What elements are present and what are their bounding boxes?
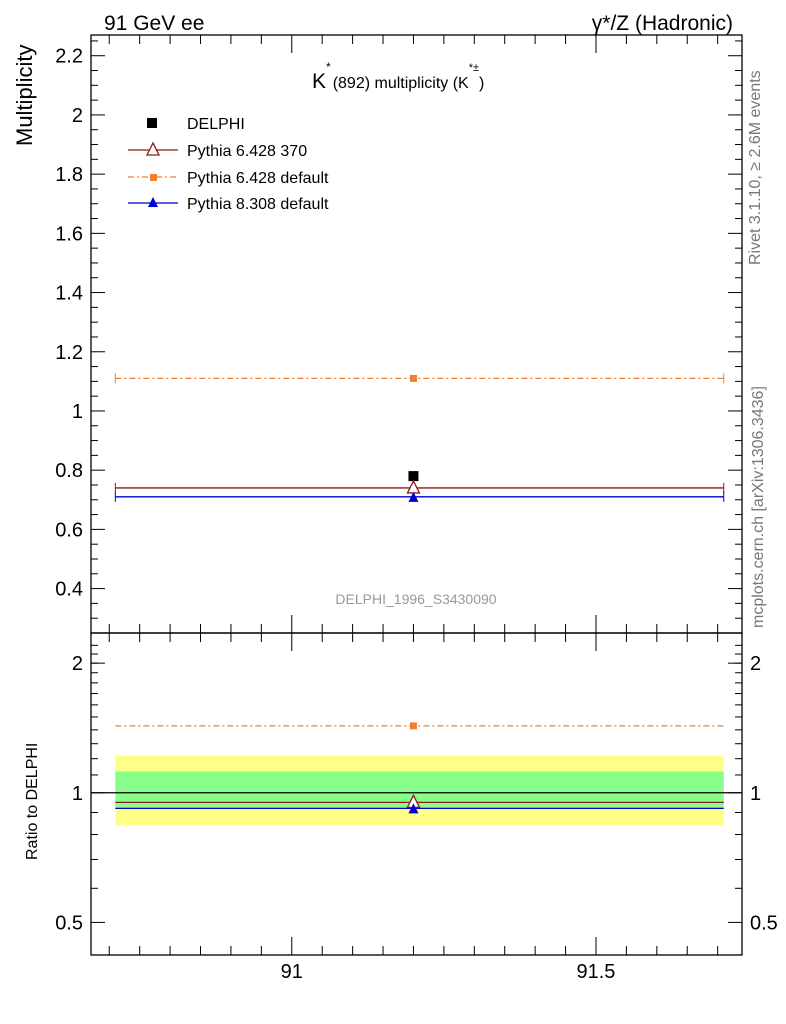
top-ytick-label: 0.4 [55,579,83,601]
analysis-watermark: DELPHI_1996_S3430090 [335,591,496,607]
legend-label-p8-default: Pythia 8.308 default [187,196,329,213]
top-point-delphi [408,471,419,482]
top-ytick-label: 0.8 [55,460,83,482]
top-point-p6-370 [406,479,421,494]
bottom-y-ticks: 0.5 0.5 1 1 2 2 [55,644,778,934]
header-left: 91 GeV ee [104,12,204,35]
top-point-p8-default [408,491,419,502]
mcplots-label: mcplots.cern.ch [arXiv:1306.3436] [750,386,767,628]
top-ytick-label: 0.6 [55,519,83,541]
legend-label-p6-370: Pythia 6.428 370 [187,143,307,160]
bottom-ytick-label-right: 1 [750,783,761,805]
bottom-series [115,722,724,814]
bottom-panel: 0.5 0.5 1 1 2 2 91 91.5 [55,35,778,983]
top-series [114,373,725,502]
bottom-ytick-label-right: 0.5 [750,912,778,934]
legend-marker-p6-370 [145,141,161,156]
top-point-p6-default [409,374,417,382]
bottom-ytick-label-left: 1 [72,783,83,805]
legend-label-p6-default: Pythia 6.428 default [187,170,329,187]
x-tick-label: 91.5 [577,961,616,983]
top-panel: 0.4 0.6 0.8 1 1.2 1.4 1.6 1.8 2 2.2 [55,34,743,634]
x-ticks: 91 91.5 [108,35,719,983]
legend-marker-p6-default [150,174,157,181]
top-ytick-label: 2 [72,105,83,127]
header-right: γ*/Z (Hadronic) [592,12,733,35]
bottom-ytick-label-right: 2 [750,653,761,675]
y-axis-title-top: Multiplicity [12,45,37,146]
top-ytick-label: 1 [72,401,83,423]
legend: DELPHI Pythia 6.428 370 Pythia 6.428 def… [128,116,329,213]
ratio-point-p6-default [409,722,417,730]
bottom-ytick-label-left: 2 [72,653,83,675]
top-ytick-label: 1.8 [55,164,83,186]
legend-marker-delphi [147,118,157,128]
top-ytick-label: 2.2 [55,46,83,68]
legend-marker-p8-default [148,197,158,207]
plot-title: K*(892) multiplicity (K*±) [312,60,484,93]
top-y-ticks: 0.4 0.6 0.8 1 1.2 1.4 1.6 1.8 2 2.2 [55,40,742,619]
top-ytick-label: 1.6 [55,223,83,245]
y-axis-title-bottom: Ratio to DELPHI [24,743,41,860]
legend-label-delphi: DELPHI [187,116,245,133]
bottom-ytick-label-left: 0.5 [55,912,83,934]
ratio-point-p8-default [408,803,419,814]
rivet-label: Rivet 3.1.10, ≥ 2.6M events [747,70,764,265]
bottom-bands [115,755,724,826]
x-tick-label: 91 [281,961,303,983]
bottom-frame [90,632,743,956]
top-ytick-label: 1.2 [55,342,83,364]
top-ytick-label: 1.4 [55,283,83,305]
